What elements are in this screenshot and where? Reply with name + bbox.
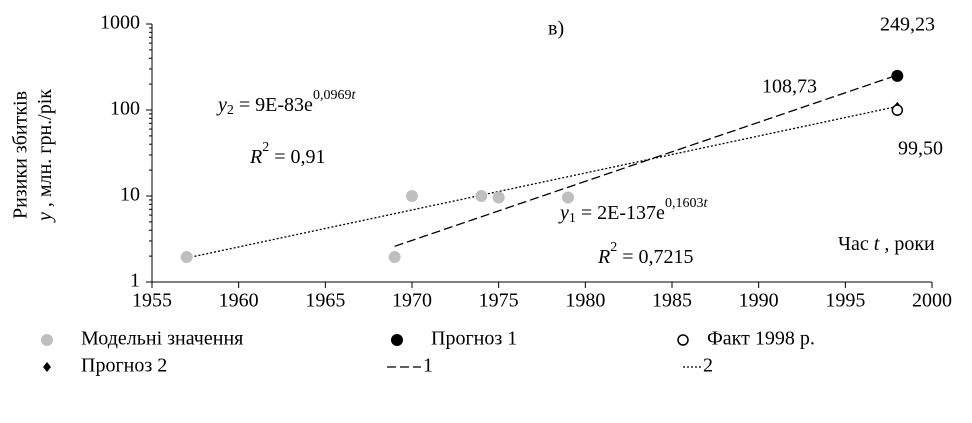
equation: R2 = 0,91: [249, 140, 326, 167]
point: [180, 251, 193, 264]
equation: y1 = 2E-137e0,1603t: [558, 196, 708, 226]
point: [891, 104, 904, 116]
value-label: 108,73: [762, 76, 817, 98]
eq-exponent: 2: [262, 140, 269, 155]
eq-index: 2: [227, 103, 234, 118]
eq-body: = 0,7215: [617, 246, 693, 268]
point: [475, 190, 488, 202]
x-tick-label: 1955: [132, 290, 172, 312]
legend-label: 2: [703, 355, 713, 377]
y-label-line: Ризики збитків: [10, 91, 32, 219]
eq-body: = 2E-137e: [576, 202, 665, 224]
chart-title: в): [548, 18, 564, 40]
eq-exponent: 2: [610, 240, 617, 255]
trend-line: [186, 105, 898, 259]
x-tick-label: 1975: [479, 290, 519, 312]
point: [492, 191, 505, 204]
x-tick-label: 1970: [392, 290, 432, 312]
y-tick-label: 10: [120, 184, 140, 206]
y-axis-label: Ризики збитків y , млн. грн./рік: [10, 89, 56, 223]
legend-label: Прогноз 1: [431, 328, 517, 350]
x-tick-label: 1960: [219, 290, 259, 312]
legend-marker: [43, 362, 51, 372]
y-label-line: y , млн. грн./рік: [34, 89, 56, 223]
value-label: 99,50: [898, 138, 943, 160]
equation: y2 = 9E-83e0,0969t: [216, 88, 356, 118]
legend-label: Прогноз 2: [81, 355, 167, 377]
y-tick-label: 1000: [100, 12, 140, 34]
x-label-var: t: [874, 233, 880, 255]
eq-var: y: [216, 94, 227, 116]
x-label-rest: , роки: [884, 233, 935, 255]
legend-marker: [41, 334, 53, 346]
x-tick-label: 1990: [739, 290, 779, 312]
eq-body: = 0,91: [269, 146, 325, 168]
eq-index: 1: [569, 211, 576, 226]
y-tick-label: 100: [110, 98, 140, 120]
eq-exponent: 0,0969: [313, 88, 352, 103]
y-label-rest: , млн. грн./рік: [34, 89, 56, 207]
y-label-var: y: [34, 212, 56, 223]
eq-exponent-var: t: [703, 196, 708, 211]
eq-exponent: 0,1603: [665, 196, 704, 211]
x-axis-label: Час t , роки: [838, 233, 935, 255]
legend-label: 1: [423, 355, 433, 377]
eq-body: = 9E-83e: [234, 94, 313, 116]
eq-var: y: [558, 202, 569, 224]
point: [891, 69, 904, 82]
x-tick-label: 1995: [825, 290, 865, 312]
x-tick-label: 1985: [652, 290, 692, 312]
legend-marker: [677, 334, 689, 346]
x-tick-label: 1980: [565, 290, 605, 312]
point: [406, 190, 418, 202]
y-tick-label: 1: [130, 270, 140, 292]
point: [562, 191, 574, 204]
point: [388, 251, 401, 264]
eq-var: R: [249, 146, 262, 168]
eq-var: R: [597, 246, 610, 268]
legend-marker: [391, 334, 403, 346]
eq-exponent-var: t: [351, 88, 356, 103]
value-label: 249,23: [880, 14, 935, 36]
legend-label: Модельні значення: [81, 328, 243, 350]
x-label-text: Час: [838, 233, 869, 255]
x-tick-label: 2000: [912, 290, 952, 312]
legend-label: Факт 1998 р.: [707, 328, 815, 350]
x-tick-label: 1965: [305, 290, 345, 312]
equation: R2 = 0,7215: [597, 240, 694, 267]
